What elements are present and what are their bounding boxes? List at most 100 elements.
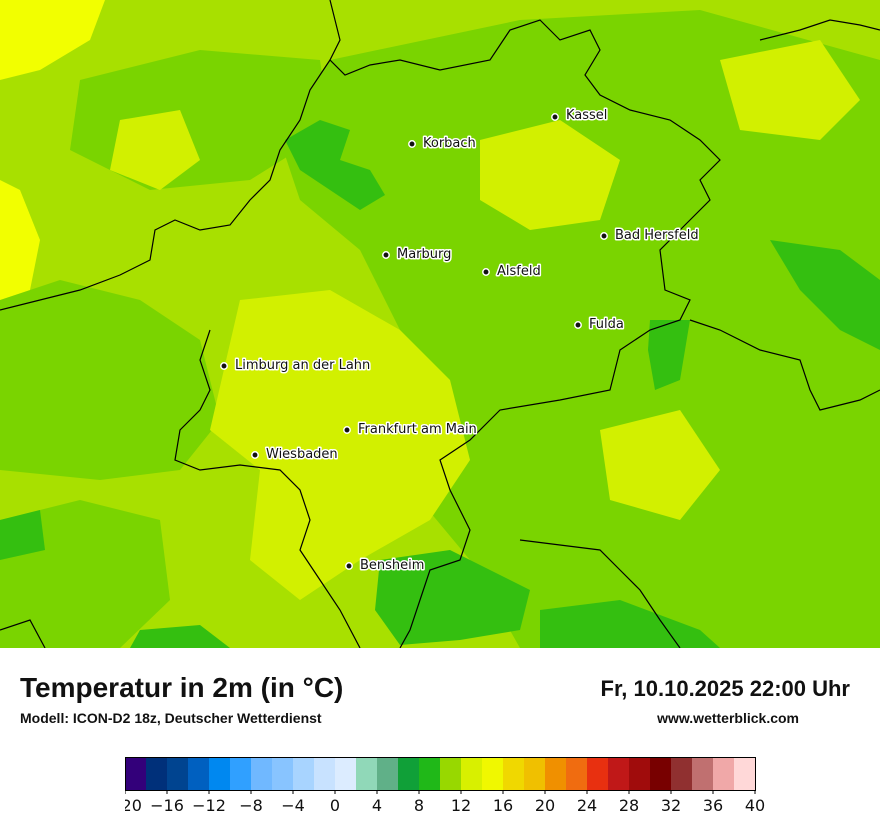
city-label: Kassel xyxy=(566,108,607,123)
colorbar-swatch xyxy=(482,757,504,790)
city-marker xyxy=(551,113,559,121)
colorbar-tick-label: 12 xyxy=(451,796,471,815)
city-marker xyxy=(343,426,351,434)
city-wiesbaden: Wiesbaden xyxy=(251,446,339,464)
temperature-zone-cool-southwest xyxy=(130,625,230,648)
colorbar-swatch xyxy=(125,757,147,790)
temperature-zone-yellow-green-nw xyxy=(110,110,200,190)
map-footer: Temperatur in 2m (in °C) Modell: ICON-D2… xyxy=(0,648,880,830)
temperature-zone-yellow xyxy=(0,0,105,80)
temperature-zone-cool-south xyxy=(540,600,720,648)
city-label: Limburg an der Lahn xyxy=(235,358,370,373)
colorbar-tick-label: 32 xyxy=(661,796,681,815)
city-marker xyxy=(382,251,390,259)
city-kassel: Kassel xyxy=(551,107,609,125)
colorbar-tick-label: 20 xyxy=(535,796,555,815)
city-label: Bad Hersfeld xyxy=(615,228,699,243)
colorbar-swatch xyxy=(335,757,357,790)
colorbar-tick-label: 16 xyxy=(493,796,513,815)
city-marker xyxy=(220,362,228,370)
city-marburg: Marburg xyxy=(382,246,453,264)
city-label: Bensheim xyxy=(360,558,424,573)
city-fulda: Fulda xyxy=(574,316,625,334)
map-canvas: Kassel Korbach Bad Hersfeld Marburg Alsf… xyxy=(0,0,880,648)
colorbar-swatch xyxy=(566,757,588,790)
city-marker xyxy=(408,140,416,148)
colorbar-swatch xyxy=(692,757,714,790)
website-link[interactable]: www.wetterblick.com xyxy=(657,710,799,726)
colorbar-swatch xyxy=(293,757,315,790)
colorbar-tick-label: −4 xyxy=(281,796,305,815)
colorbar-tick-label: 4 xyxy=(372,796,382,815)
colorbar-tick-label: 8 xyxy=(414,796,424,815)
temperature-zone-yellow-west xyxy=(0,180,40,300)
colorbar-swatch xyxy=(440,757,462,790)
city-marker xyxy=(600,232,608,240)
colorbar-tick-label: 28 xyxy=(619,796,639,815)
colorbar-swatch xyxy=(167,757,189,790)
city-label: Frankfurt am Main xyxy=(358,422,477,437)
colorbar-swatch xyxy=(608,757,630,790)
colorbar-swatch xyxy=(251,757,273,790)
colorbar-swatch xyxy=(398,757,420,790)
state-border-east-bavaria xyxy=(689,319,880,411)
colorbar-tick-label: −16 xyxy=(150,796,184,815)
city-bad-hersfeld: Bad Hersfeld xyxy=(600,227,700,245)
state-border-north-west xyxy=(0,59,331,311)
colorbar-swatch xyxy=(356,757,378,790)
colorbar-swatch xyxy=(503,757,525,790)
colorbar-tick-label: −8 xyxy=(239,796,263,815)
colorbar-tick-label: 40 xyxy=(745,796,765,815)
temperature-zone-green-west xyxy=(0,280,220,480)
temperature-colorbar: −20 −16 −12 −8 −4 0 4 8 12 16 20 24 28 32 36 40 xyxy=(125,757,765,815)
colorbar-tick-label: 0 xyxy=(330,796,340,815)
colorbar-swatch xyxy=(419,757,441,790)
state-border-northeast xyxy=(759,19,880,41)
colorbar-swatch xyxy=(545,757,567,790)
state-border-south-west xyxy=(174,329,361,648)
colorbar-swatch xyxy=(188,757,210,790)
map-title: Temperatur in 2m (in °C) xyxy=(20,672,344,703)
colorbar-swatch xyxy=(524,757,546,790)
colorbar-swatch xyxy=(713,757,735,790)
city-marker xyxy=(345,562,353,570)
city-marker xyxy=(482,268,490,276)
city-korbach: Korbach xyxy=(408,135,477,153)
colorbar-swatch xyxy=(671,757,693,790)
colorbar-swatch xyxy=(461,757,483,790)
colorbar-swatch xyxy=(146,757,168,790)
state-border-south xyxy=(519,539,681,648)
temperature-map: Kassel Korbach Bad Hersfeld Marburg Alsf… xyxy=(0,0,880,648)
temperature-zone-yellow-green-north xyxy=(480,120,620,230)
forecast-datetime: Fr, 10.10.2025 22:00 Uhr xyxy=(600,676,851,701)
colorbar-tick-label: −20 xyxy=(125,796,142,815)
city-limburg: Limburg an der Lahn xyxy=(220,357,372,375)
model-info: Modell: ICON-D2 18z, Deutscher Wetterdie… xyxy=(20,710,322,726)
city-frankfurt: Frankfurt am Main xyxy=(343,421,478,439)
city-bensheim: Bensheim xyxy=(345,557,426,575)
colorbar-swatch xyxy=(209,757,231,790)
temperature-zone-yellow-green-southeast xyxy=(600,410,720,520)
colorbar-swatch xyxy=(629,757,651,790)
colorbar-ticks: −20 −16 −12 −8 −4 0 4 8 12 16 20 24 28 32 36 40 xyxy=(125,790,765,815)
city-alsfeld: Alsfeld xyxy=(482,263,542,281)
city-label: Korbach xyxy=(423,136,476,151)
city-label: Alsfeld xyxy=(497,264,541,279)
colorbar-swatch xyxy=(272,757,294,790)
colorbar-swatch xyxy=(587,757,609,790)
state-border-east xyxy=(329,0,721,648)
colorbar-swatch xyxy=(230,757,252,790)
temperature-zone-yellow-green xyxy=(210,290,470,600)
temperature-zone-cool-west xyxy=(0,510,45,560)
temperature-zone-cool-east xyxy=(770,240,880,350)
colorbar-tick-label: −12 xyxy=(192,796,226,815)
city-marker xyxy=(574,321,582,329)
colorbar-swatch xyxy=(734,757,756,790)
city-label: Fulda xyxy=(589,317,624,332)
colorbar-tick-label: 24 xyxy=(577,796,597,815)
city-marker xyxy=(251,451,259,459)
colorbar-swatch xyxy=(314,757,336,790)
colorbar-swatches xyxy=(125,757,756,790)
colorbar-swatch xyxy=(650,757,672,790)
temperature-zone-yellow-green-east xyxy=(720,40,860,140)
